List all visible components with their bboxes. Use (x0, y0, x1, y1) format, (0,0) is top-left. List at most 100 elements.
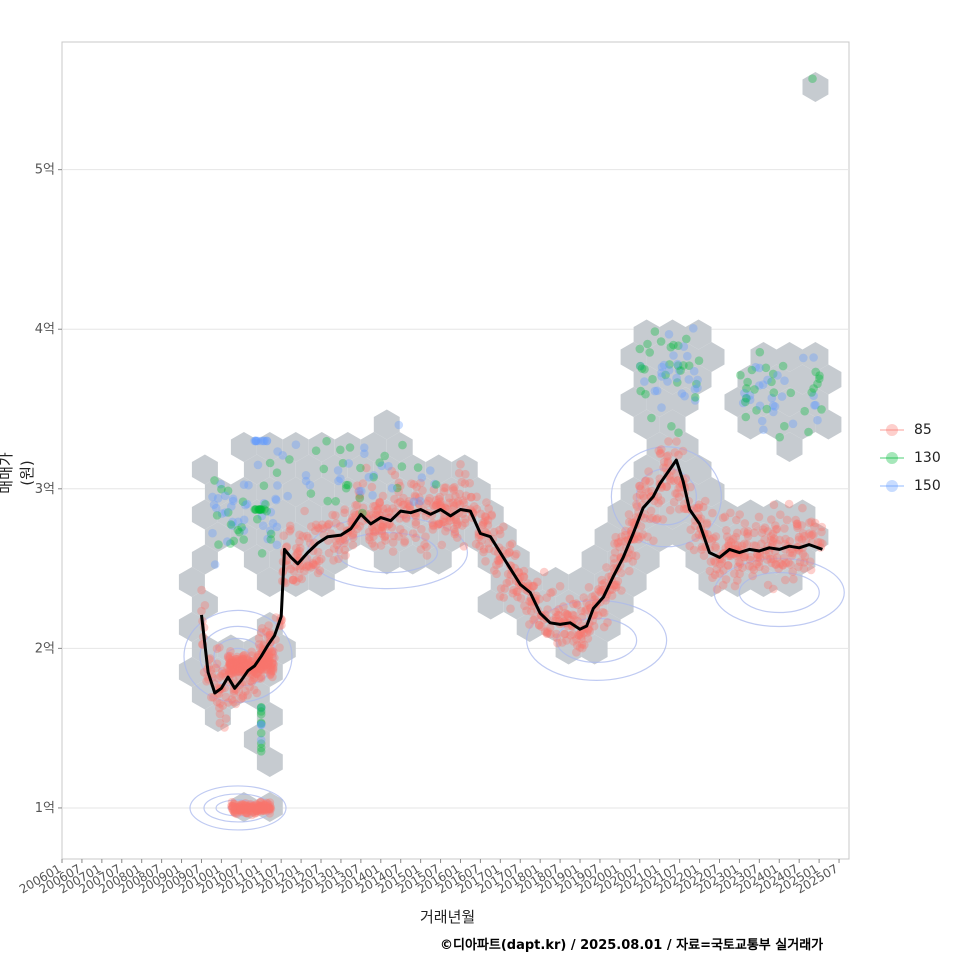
data-point (528, 581, 537, 591)
data-point (400, 538, 409, 547)
data-point (263, 801, 272, 811)
data-point (645, 477, 654, 486)
data-point (494, 556, 504, 565)
data-point (451, 491, 460, 501)
data-point (731, 532, 740, 542)
data-point (378, 522, 388, 532)
data-point (699, 551, 709, 560)
data-point (682, 334, 691, 344)
data-point (262, 436, 272, 446)
hexbin-cell (698, 342, 725, 372)
data-point (663, 458, 673, 468)
data-point (415, 496, 425, 506)
data-point (236, 806, 245, 815)
data-point (258, 659, 268, 668)
data-point (428, 518, 437, 528)
data-point (253, 436, 263, 446)
data-point (757, 539, 766, 549)
data-point (237, 662, 246, 671)
data-point (439, 487, 449, 496)
data-point (477, 536, 486, 545)
data-point (459, 498, 469, 508)
data-point (684, 375, 694, 384)
data-point (657, 445, 666, 454)
data-point (385, 519, 395, 529)
data-point (315, 566, 325, 575)
data-point (229, 806, 238, 815)
data-point (772, 553, 782, 562)
data-point (228, 801, 238, 811)
data-point (778, 561, 788, 570)
data-point (211, 503, 221, 513)
data-point (266, 529, 276, 539)
hexbin-cell (763, 364, 790, 395)
data-point (743, 529, 752, 538)
data-point (230, 661, 240, 671)
data-point (788, 567, 797, 576)
data-point (238, 800, 248, 809)
data-point (767, 558, 776, 568)
data-point (266, 662, 276, 672)
data-point (693, 383, 702, 393)
data-point (479, 518, 488, 527)
hexbin-cell (360, 432, 387, 462)
data-point (467, 492, 476, 502)
data-point (234, 687, 243, 696)
data-point (554, 605, 564, 614)
data-point (454, 468, 464, 478)
data-point (260, 505, 269, 514)
hexbin-cell (789, 409, 816, 440)
data-point (433, 520, 443, 530)
hexbin-cell (542, 567, 569, 597)
data-point (220, 723, 229, 732)
data-point (397, 462, 407, 471)
data-point (260, 806, 269, 815)
hexbin-cell (282, 432, 309, 462)
data-point (785, 537, 795, 546)
data-point (671, 489, 680, 498)
data-point (673, 359, 682, 369)
data-point (635, 344, 645, 354)
data-point (529, 582, 538, 591)
hexbin-cell (698, 522, 725, 552)
data-point (506, 604, 515, 613)
data-point (233, 803, 243, 812)
data-point (393, 498, 403, 508)
data-point (390, 494, 399, 504)
data-point (254, 634, 264, 643)
data-point (610, 548, 620, 557)
data-point (234, 800, 243, 810)
data-point (636, 484, 645, 494)
data-point (285, 455, 294, 464)
hexbin-cell (724, 387, 751, 417)
data-point (779, 553, 789, 563)
hexbin-cell (386, 432, 413, 462)
data-point (358, 479, 368, 488)
hexbin-cell (490, 567, 517, 597)
hexbin-cell (282, 567, 309, 597)
data-point (352, 500, 362, 510)
data-point (227, 695, 237, 704)
hexbin-cell (646, 522, 673, 552)
hexbin-cell (243, 544, 270, 575)
data-point (236, 804, 245, 814)
data-point (764, 548, 774, 557)
data-point (481, 512, 491, 522)
data-point (247, 669, 256, 679)
data-point (755, 550, 765, 560)
density-contour (713, 557, 845, 628)
y-tick-label: 4억 (35, 322, 55, 337)
data-point (768, 401, 778, 410)
data-point (254, 674, 264, 683)
data-point (674, 450, 683, 460)
hexbin-cell (763, 409, 790, 440)
data-point (452, 517, 462, 526)
data-point (706, 557, 716, 566)
data-point (247, 802, 257, 811)
data-point (741, 393, 751, 403)
data-point (736, 370, 745, 380)
hexbin-cell (399, 544, 426, 575)
hexbin-cell (646, 477, 673, 507)
data-point (542, 629, 552, 638)
data-point (260, 660, 269, 669)
